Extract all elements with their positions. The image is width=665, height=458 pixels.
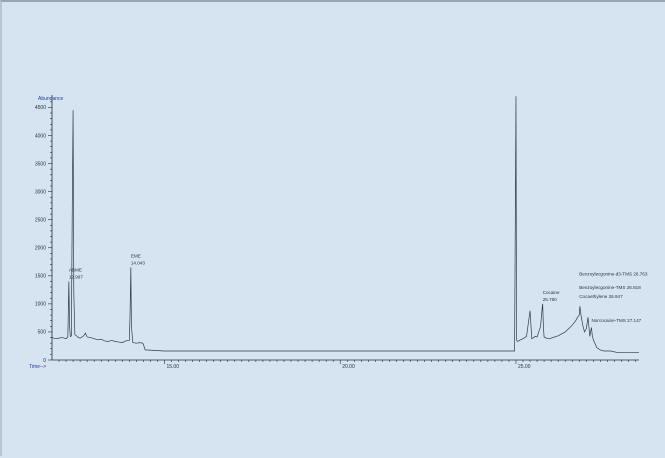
y-tick-label: 1500 [35, 274, 46, 280]
peak-label: Benzoylecgonine-TMS 26.818 [579, 285, 641, 290]
y-tick-label: 2000 [35, 246, 46, 252]
y-tick-label: 4500 [35, 105, 46, 111]
peak-label-text: 12.997 [69, 274, 83, 279]
chromatogram-trace [51, 96, 639, 354]
x-tick-label: 20.00 [342, 364, 355, 370]
x-axis: Time--> 15.00 20.00 25.00 [29, 359, 639, 370]
peak-label-text: EME [131, 253, 141, 258]
peak-label: ABME 12.997 [69, 267, 83, 279]
peak-label-text: ABME [69, 267, 82, 272]
peak-label-text: Benzoylecgonine-d3-TMS 26.763 [579, 272, 648, 277]
peak-label-text: Benzoylecgonine-TMS 26.818 [579, 285, 641, 290]
x-axis-label: Time--> [29, 364, 46, 370]
peak-label-text: Cocaine [543, 290, 560, 295]
y-axis: Abundance 0 500 1000 1500 2000 2500 3000 3500 400… [35, 95, 64, 364]
peak-label-text: Cocaethylene 26.947 [579, 294, 623, 299]
y-tick-label: 1000 [35, 302, 46, 308]
x-tick-label: 15.00 [166, 364, 179, 370]
peak-label: Cocaethylene 26.947 [579, 294, 623, 299]
x-tick-label: 25.00 [518, 364, 531, 370]
y-axis-label: Abundance [38, 96, 64, 102]
peak-label: Norcocaine-TMS 27.147 [591, 318, 641, 323]
y-tick-label: 3000 [35, 189, 46, 195]
y-tick-label: 4000 [35, 133, 46, 139]
peak-label: Benzoylecgonine-d3-TMS 26.763 [579, 272, 648, 277]
plot-area [51, 96, 639, 354]
peak-label-text: 25.760 [543, 297, 557, 302]
peak-label-text: 14.043 [131, 260, 145, 265]
peak-annotations: ABME 12.997 EME 14.043 Cocaine 25.760 Benzoyle… [69, 253, 648, 323]
y-tick-label: 0 [43, 358, 46, 364]
peak-label: Cocaine 25.760 [543, 290, 560, 302]
y-tick-label: 500 [38, 330, 47, 336]
peak-label-text: Norcocaine-TMS 27.147 [591, 318, 641, 323]
y-tick-label: 2500 [35, 217, 46, 223]
peak-label: EME 14.043 [131, 253, 145, 265]
y-tick-label: 3500 [35, 161, 46, 167]
